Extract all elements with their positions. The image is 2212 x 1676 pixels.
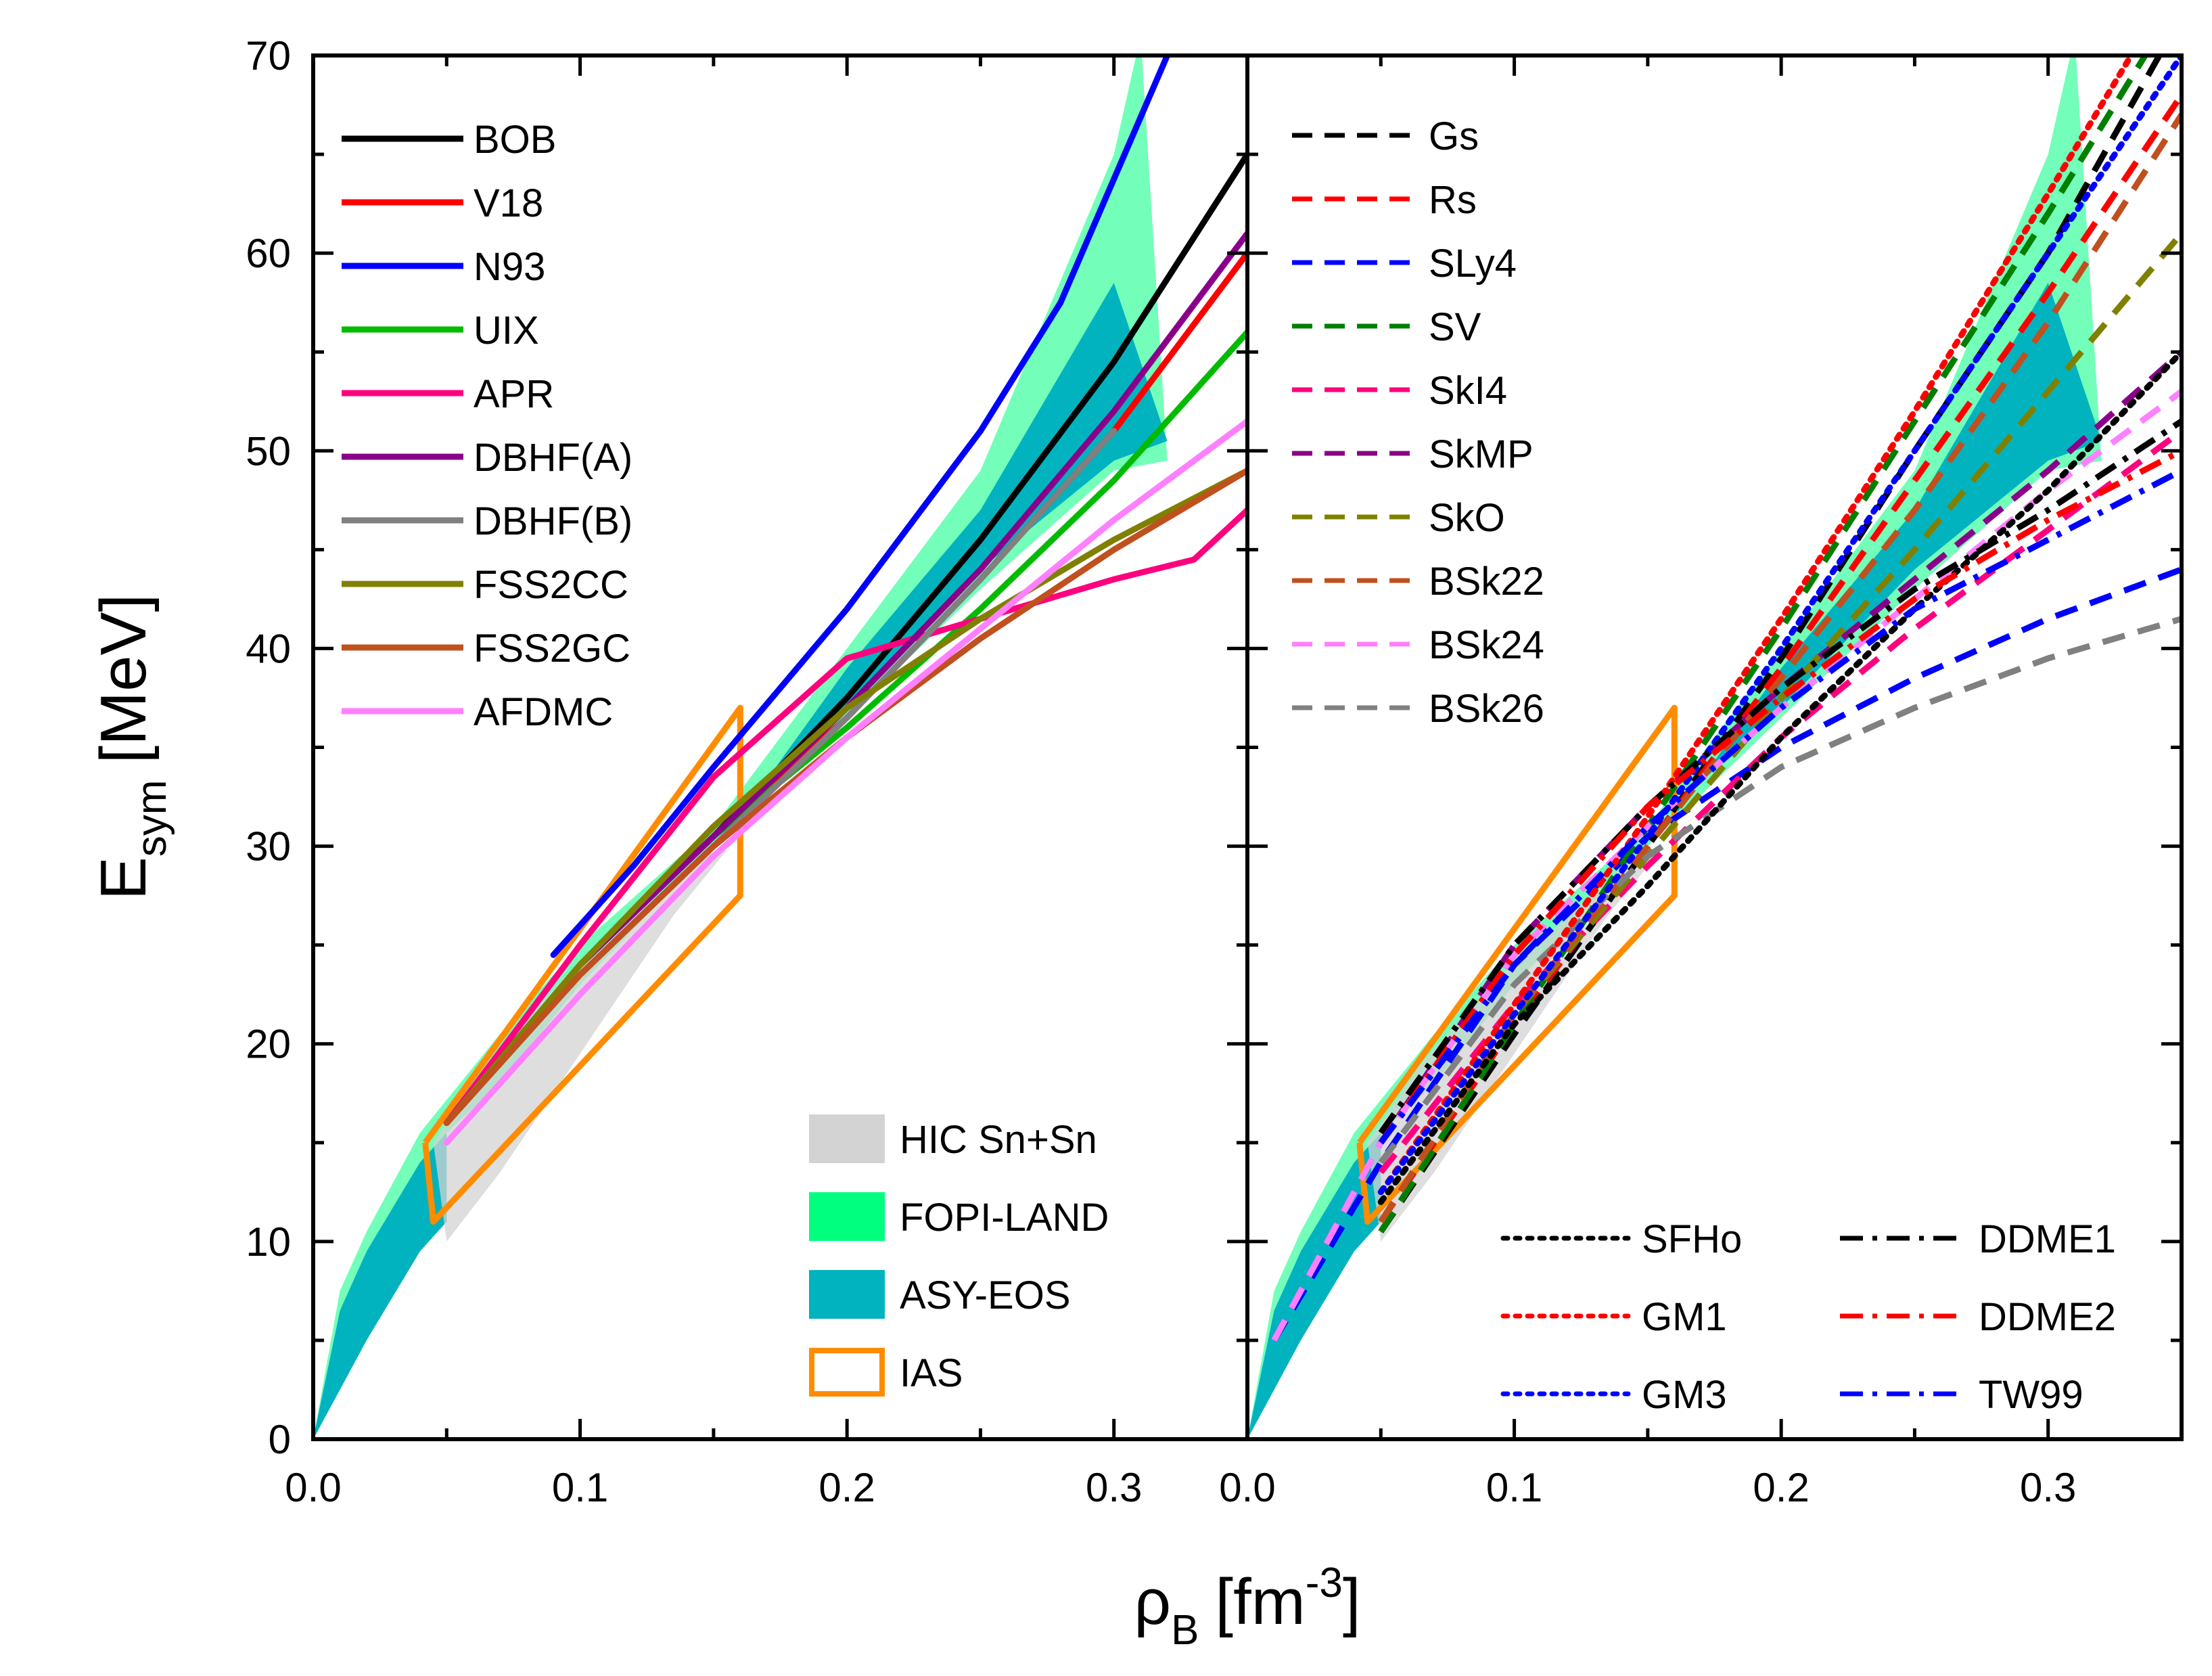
left-series-fss2cc bbox=[443, 468, 1247, 1127]
right-x-tick-label: 0.1 bbox=[1486, 1465, 1542, 1510]
legend-band-swatch-asy-eos bbox=[809, 1270, 885, 1319]
y-tick-label: 0 bbox=[269, 1417, 291, 1462]
legend-bottom-label-ddme1: DDME1 bbox=[1979, 1217, 2116, 1261]
legend-bottom-label-ddme2: DDME2 bbox=[1979, 1295, 2116, 1339]
right-series bbox=[1271, 55, 2182, 1342]
right-x-tick-label: 0.2 bbox=[1753, 1465, 1809, 1510]
y-tick-label: 50 bbox=[246, 428, 291, 474]
left-band-ias bbox=[422, 704, 743, 1225]
right-series-gm3 bbox=[1377, 55, 2182, 1196]
legend-right-label-ski4: SkI4 bbox=[1429, 369, 1507, 413]
left-x-tick-label: 0.2 bbox=[819, 1465, 875, 1510]
legend-left-label-n93: N93 bbox=[474, 245, 545, 289]
legend-bottom-label-gm1: GM1 bbox=[1642, 1295, 1727, 1339]
legend-left-label-bob: BOB bbox=[474, 118, 557, 162]
right-series-sly4 bbox=[1271, 566, 2182, 1342]
right-series-bsk22 bbox=[1378, 113, 2182, 1224]
left-band-asy-eos bbox=[740, 283, 1168, 817]
right-series-sv bbox=[1378, 55, 2149, 1233]
y-tick-label: 70 bbox=[246, 33, 291, 78]
right-series-bsk26 bbox=[1378, 616, 2182, 1164]
right-x-tick-label: 0.0 bbox=[1219, 1465, 1275, 1510]
legend-left-label-fss2gc: FSS2GC bbox=[474, 627, 630, 671]
right-series-sko bbox=[1378, 231, 2182, 1224]
right-series-ddme1 bbox=[1378, 418, 2182, 1135]
left-band-asy-eos bbox=[313, 1133, 447, 1439]
left-band-hic-sn-sn bbox=[433, 850, 727, 1242]
legend-left-label-apr: APR bbox=[474, 372, 554, 416]
left-bands bbox=[313, 55, 1168, 1439]
left-series-n93 bbox=[550, 55, 1171, 958]
y-axis-label-unit: [MeV] bbox=[87, 594, 160, 764]
y-tick-label: 60 bbox=[246, 231, 291, 276]
y-axis-label-main: E bbox=[87, 857, 160, 900]
right-series-sfho bbox=[1377, 348, 2182, 1205]
legend-band-label-ias: IAS bbox=[900, 1351, 963, 1395]
right-band-ias bbox=[1356, 704, 1678, 1225]
legends: BOB V18 N93 UIX APR DBHF(A) DBHF(B) FSS2CC FSS2G… bbox=[342, 114, 2116, 1417]
left-series bbox=[443, 55, 1247, 1146]
legend-right-label-gs: Gs bbox=[1429, 114, 1479, 158]
y-tick-label: 10 bbox=[246, 1219, 291, 1265]
legend-left-label-dbhf-b: DBHF(B) bbox=[474, 499, 632, 543]
legend-left-label-fss2cc: FSS2CC bbox=[474, 563, 628, 607]
legend-band-swatch-ias bbox=[809, 1348, 885, 1397]
legend-left-label-afdmc: AFDMC bbox=[474, 690, 613, 734]
legend-right-label-bsk24: BSk24 bbox=[1429, 623, 1544, 667]
right-series-tw99 bbox=[1378, 468, 2182, 1145]
y-tick-label: 30 bbox=[246, 824, 291, 869]
legend-band-swatch-fopi-land bbox=[809, 1192, 885, 1241]
x-axis-label-sub: B bbox=[1171, 1607, 1199, 1654]
left-x-tick-label: 0.0 bbox=[285, 1465, 341, 1510]
legend-band-swatch-hic-sn-sn bbox=[809, 1114, 885, 1163]
y-tick-label: 40 bbox=[246, 626, 291, 671]
legend-band-label-hic-sn-sn: HIC Sn+Sn bbox=[900, 1118, 1097, 1162]
legend-right-label-rs: Rs bbox=[1429, 178, 1477, 222]
legend-bottom-label-gm3: GM3 bbox=[1642, 1373, 1727, 1417]
legend-left-label-uix: UIX bbox=[474, 309, 539, 353]
legend-band-label-asy-eos: ASY-EOS bbox=[900, 1273, 1071, 1317]
right-panel bbox=[1247, 55, 2182, 1439]
legend-left-label-dbhf-a: DBHF(A) bbox=[474, 436, 632, 480]
left-series-afdmc bbox=[443, 418, 1247, 1146]
x-axis-label-main: ρ bbox=[1134, 1566, 1171, 1638]
x-axis-label-unit: [fm bbox=[1215, 1566, 1305, 1638]
axis-ticks: 0.0 0.1 0.2 0.3 0.0 0.1 0.2 0.3 0 10 20 30 40 50 60 70 bbox=[246, 33, 2184, 1510]
right-x-tick-label: 0.3 bbox=[2020, 1465, 2076, 1510]
left-panel bbox=[313, 55, 1247, 1439]
right-band-asy-eos bbox=[1674, 283, 2102, 817]
right-series-gm1 bbox=[1377, 55, 2135, 1196]
right-series-ddme2 bbox=[1378, 448, 2182, 1145]
legend-right-label-sly4: SLy4 bbox=[1429, 242, 1517, 286]
legend-right-label-sv: SV bbox=[1429, 305, 1481, 349]
legend-bottom-label-sfho: SFHo bbox=[1642, 1217, 1742, 1261]
legend-right-label-sko: SkO bbox=[1429, 496, 1505, 540]
left-x-tick-label: 0.3 bbox=[1086, 1465, 1142, 1510]
legend-band-label-fopi-land: FOPI-LAND bbox=[900, 1196, 1109, 1240]
legend-right-label-bsk22: BSk22 bbox=[1429, 560, 1544, 604]
legend-bottom-label-tw99: TW99 bbox=[1979, 1373, 2083, 1417]
y-axis-label: Esym [MeV] bbox=[87, 594, 175, 900]
legend-left-label-v18: V18 bbox=[474, 181, 543, 225]
y-tick-label: 20 bbox=[246, 1022, 291, 1067]
x-axis-label-close: ] bbox=[1343, 1566, 1361, 1638]
x-axis-label: ρB [fm-3] bbox=[1134, 1560, 1360, 1654]
y-axis-label-sub: sym bbox=[129, 780, 175, 857]
legend-right-label-skmp: SkMP bbox=[1429, 432, 1534, 476]
left-x-tick-label: 0.1 bbox=[552, 1465, 608, 1510]
x-axis-label-sup: -3 bbox=[1306, 1560, 1343, 1606]
legend-right-label-bsk26: BSk26 bbox=[1429, 687, 1544, 731]
